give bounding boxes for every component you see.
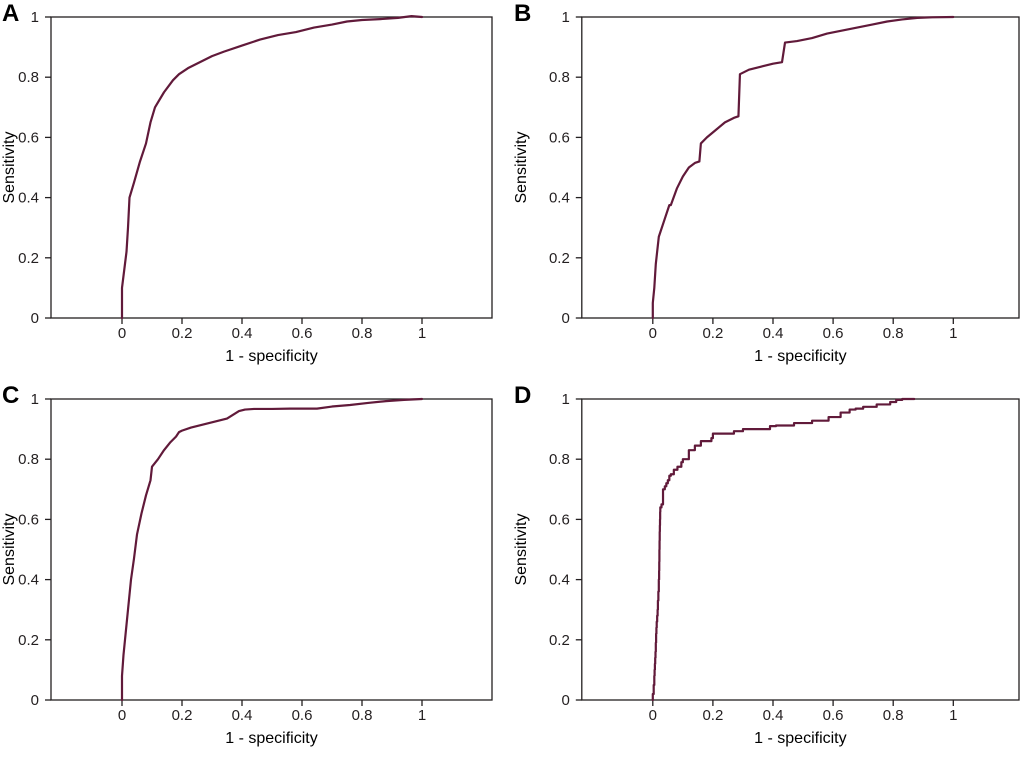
svg-text:0.8: 0.8	[18, 451, 39, 468]
svg-text:C: C	[2, 382, 19, 409]
svg-text:0: 0	[561, 310, 569, 327]
svg-text:0: 0	[649, 325, 657, 342]
svg-text:0.8: 0.8	[883, 707, 904, 724]
svg-text:0.6: 0.6	[292, 707, 313, 724]
svg-text:Sensitivity: Sensitivity	[1, 513, 18, 585]
svg-text:0.8: 0.8	[352, 325, 373, 342]
svg-text:1: 1	[949, 325, 957, 342]
svg-text:0: 0	[649, 707, 657, 724]
svg-text:0.2: 0.2	[18, 250, 39, 267]
svg-text:0.6: 0.6	[292, 325, 313, 342]
svg-text:1 - specificity: 1 - specificity	[754, 348, 846, 365]
svg-text:0.8: 0.8	[883, 325, 904, 342]
svg-text:1 - specificity: 1 - specificity	[225, 730, 317, 747]
svg-text:0.4: 0.4	[549, 572, 570, 589]
svg-text:0.6: 0.6	[823, 707, 844, 724]
svg-text:0.6: 0.6	[823, 325, 844, 342]
svg-text:0.4: 0.4	[763, 707, 784, 724]
svg-text:Sensitivity: Sensitivity	[1, 131, 18, 203]
svg-text:0: 0	[118, 707, 126, 724]
svg-text:1: 1	[561, 391, 569, 408]
svg-text:1 - specificity: 1 - specificity	[225, 348, 317, 365]
svg-text:A: A	[2, 0, 19, 27]
svg-text:0.2: 0.2	[549, 250, 570, 267]
svg-text:0: 0	[118, 325, 126, 342]
svg-text:0: 0	[31, 310, 39, 327]
svg-text:0.2: 0.2	[702, 707, 723, 724]
svg-text:0.2: 0.2	[18, 632, 39, 649]
svg-text:1 - specificity: 1 - specificity	[754, 730, 846, 747]
svg-text:Sensitivity: Sensitivity	[513, 513, 530, 585]
svg-text:0.6: 0.6	[18, 129, 39, 146]
svg-text:0.2: 0.2	[702, 325, 723, 342]
svg-text:0.8: 0.8	[352, 707, 373, 724]
svg-text:1: 1	[418, 325, 426, 342]
svg-text:0.4: 0.4	[18, 190, 39, 207]
svg-text:0.4: 0.4	[232, 325, 253, 342]
svg-text:0: 0	[31, 692, 39, 709]
svg-text:1: 1	[31, 391, 39, 408]
svg-text:Sensitivity: Sensitivity	[513, 131, 530, 203]
svg-text:0.8: 0.8	[549, 451, 570, 468]
svg-text:0.4: 0.4	[763, 325, 784, 342]
svg-text:0.2: 0.2	[549, 632, 570, 649]
svg-text:0.6: 0.6	[18, 511, 39, 528]
svg-text:0: 0	[561, 692, 569, 709]
svg-text:0.2: 0.2	[172, 707, 193, 724]
svg-text:0.8: 0.8	[18, 69, 39, 86]
svg-text:0.4: 0.4	[18, 572, 39, 589]
svg-text:0.4: 0.4	[549, 190, 570, 207]
svg-text:1: 1	[561, 9, 569, 26]
svg-text:0.6: 0.6	[549, 129, 570, 146]
svg-text:0.6: 0.6	[549, 511, 570, 528]
svg-text:0.2: 0.2	[172, 325, 193, 342]
svg-text:D: D	[514, 382, 531, 409]
svg-text:0.8: 0.8	[549, 69, 570, 86]
svg-text:1: 1	[949, 707, 957, 724]
svg-text:1: 1	[418, 707, 426, 724]
svg-text:B: B	[514, 0, 531, 27]
svg-text:0.4: 0.4	[232, 707, 253, 724]
svg-text:1: 1	[31, 9, 39, 26]
